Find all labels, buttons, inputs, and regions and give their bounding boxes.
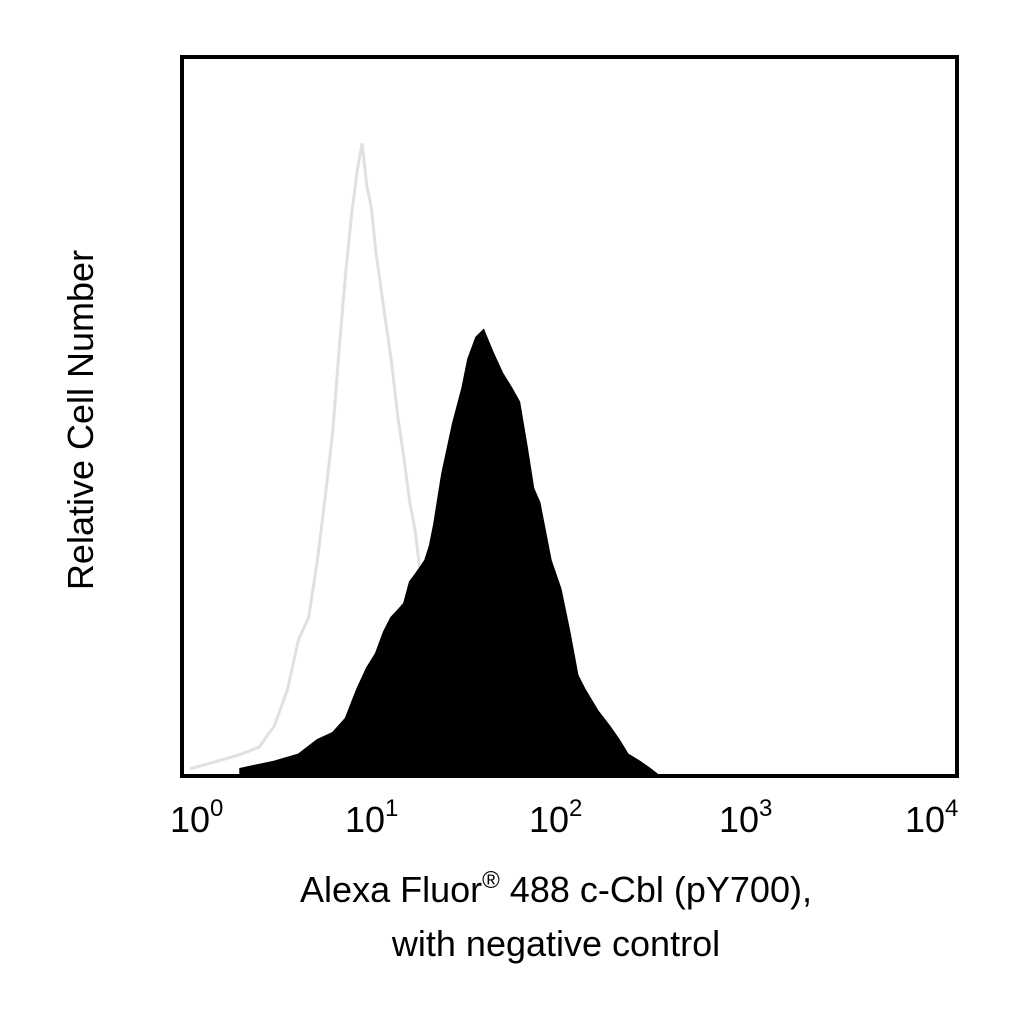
series-1-filled-histogram [239, 328, 663, 777]
x-axis-title-line2: with negative control [391, 923, 720, 964]
x-tick-label-2: 102 [529, 795, 582, 840]
x-tick-label-1: 101 [345, 795, 398, 840]
x-tick-label-0: 100 [170, 795, 223, 840]
x-axis-title-line1: Alexa Fluor® 488 c-Cbl (pY700), [300, 867, 812, 910]
x-tick-label-3: 103 [719, 795, 772, 840]
y-axis-title: Relative Cell Number [60, 250, 101, 590]
series-layer [189, 143, 663, 777]
plot-frame [180, 55, 959, 778]
x-tick-label-4: 104 [905, 795, 958, 840]
